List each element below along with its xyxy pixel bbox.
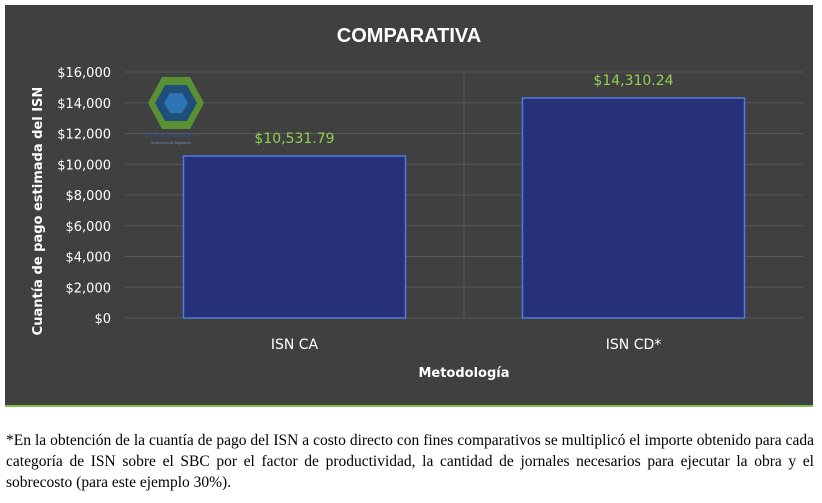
- y-tick-label: $4,000: [66, 251, 112, 266]
- y-tick-label: $14,000: [57, 97, 111, 112]
- bar: [182, 155, 407, 319]
- x-tick-label: ISN CA: [271, 337, 319, 353]
- data-label: $14,310.24: [593, 73, 673, 89]
- x-tick-label: ISN CD*: [606, 337, 662, 353]
- y-tick-label: $10,000: [57, 158, 111, 173]
- y-tick-label: $16,000: [57, 66, 111, 81]
- chart-title: COMPARATIVA: [337, 25, 481, 47]
- y-tick-label: $0: [94, 312, 111, 327]
- y-axis-title: Cuantía de pago estimada del ISN: [31, 87, 46, 336]
- chart-panel: $0 $2,000 $4,000 $6,000 $8,000 $10,000 $12,000…: [5, 5, 813, 407]
- logo-subtext: Soluciones de Ingeniería: [151, 140, 191, 145]
- footnote: *En la obtención de la cuantía de pago d…: [6, 432, 814, 491]
- x-axis-title: Metodología: [418, 366, 509, 381]
- y-tick-label: $8,000: [66, 189, 112, 204]
- logo-hexagon-core: [164, 93, 188, 113]
- y-tick-label: $2,000: [66, 281, 112, 296]
- logo-text: El Precio Unitario: [146, 131, 197, 139]
- bar-chart: $0 $2,000 $4,000 $6,000 $8,000 $10,000 $12,000…: [31, 25, 803, 381]
- y-tick-label: $12,000: [57, 128, 111, 143]
- data-label: $10,531.79: [254, 131, 334, 147]
- logo-icon: El Precio Unitario Soluciones de Ingenie…: [146, 77, 204, 145]
- y-tick-label: $6,000: [66, 220, 112, 235]
- bar: [521, 97, 746, 319]
